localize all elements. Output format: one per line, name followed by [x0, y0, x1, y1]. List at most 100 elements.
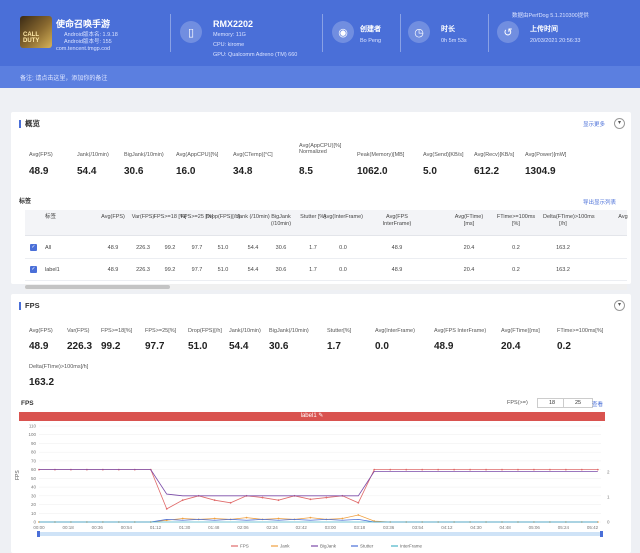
table-header-cell: Avg — [618, 214, 628, 220]
fps-metric-value: 99.2 — [101, 341, 121, 352]
device-cpu: CPU: kirome — [213, 42, 245, 48]
fps-metric-value: 20.4 — [501, 341, 521, 352]
metric-label: Peak(Memory)[MB] — [357, 152, 405, 158]
header-divider — [400, 14, 401, 52]
table-header-cell: Drop(FPS)[/h] — [206, 214, 240, 220]
x-tick-label: 01:30 — [179, 525, 191, 530]
phone-icon: ▯ — [180, 21, 202, 43]
data-point — [229, 501, 232, 504]
table-cell: 54.4 — [247, 245, 259, 251]
collapse-fps-button[interactable]: ▾ — [614, 300, 625, 311]
data-point — [261, 496, 264, 499]
table-header: 标签 Avg(FPS) Var(FPS) FPS>=18 [%] FPS>=25 [%]… — [25, 210, 628, 236]
metric-value: 1304.9 — [525, 166, 556, 177]
x-tick-label: 00:54 — [121, 525, 133, 530]
collapse-overview-button[interactable]: ▾ — [614, 118, 625, 129]
metric-label: Avg(Power)[mW] — [525, 152, 567, 158]
data-point — [277, 517, 280, 520]
fps-metric-value: 30.6 — [269, 341, 289, 352]
y-tick-label: 110 — [29, 424, 37, 429]
table-cell: 20.4 — [463, 245, 475, 251]
fps-title: FPS — [19, 302, 40, 310]
note-bar[interactable]: 备注: 请点击这里，添加你的备注 — [0, 66, 640, 88]
device-gpu: GPU: Qualcomm Adreno (TM) 660 — [213, 52, 298, 58]
table-cell: 51.0 — [217, 245, 229, 251]
data-point — [421, 468, 424, 471]
data-point — [165, 508, 168, 510]
header-divider — [322, 14, 323, 52]
table-header-cell: BigJank (/10min) — [270, 214, 292, 227]
user-icon: ◉ — [332, 21, 354, 43]
scrollbar-thumb[interactable] — [25, 285, 170, 289]
table-cell: 97.7 — [191, 267, 203, 273]
fps-chart[interactable]: 0 10 20 30 40 50 60 70 80 90 100 110 0 1 2 FPS 00:00 00:1… — [11, 422, 631, 552]
metric-label: Avg(AppCPU)[%] Normalized — [299, 143, 342, 155]
y-tick-label: 80 — [31, 450, 37, 455]
fps-metric-value: 54.4 — [229, 341, 249, 352]
row-checkbox[interactable]: ✓ — [30, 244, 37, 251]
table-row[interactable]: ✓ label1 48.9 226.3 99.2 97.7 51.0 54.4 30.6 1.7 0… — [25, 259, 627, 281]
clock-icon: ◷ — [408, 21, 430, 43]
app-icon: CALL DUTY — [20, 16, 52, 48]
table-cell: 1.7 — [309, 245, 317, 251]
x-tick-label: 02:24 — [266, 525, 278, 530]
table-cell: 20.4 — [463, 267, 475, 273]
fps-metric-value: 48.9 — [29, 341, 49, 352]
note-text[interactable]: 备注: 请点击这里，添加你的备注 — [20, 76, 108, 82]
label-bar[interactable]: label1 ✎ — [19, 412, 605, 421]
series-line-jank[interactable] — [39, 514, 598, 523]
x-tick-label: 05:42 — [587, 525, 599, 530]
apply-filter-link[interactable]: 查看 — [592, 402, 604, 408]
table-header-cell: Avg(FPS InterFrame) — [382, 214, 412, 227]
legend-label[interactable]: Jank — [280, 544, 290, 549]
android-version-code: Android版本号: 155 — [64, 39, 112, 45]
table-cell: 48.9 — [391, 267, 403, 273]
fps-metric-label: Avg(InterFrame) — [375, 328, 415, 334]
x-tick-label: 00:36 — [92, 525, 104, 530]
label-section-title: 标签 — [19, 199, 32, 205]
fps-high-input[interactable]: 25 — [563, 398, 593, 408]
x-tick-label: 05:24 — [558, 525, 570, 530]
table-header-cell: FTime>=100ms [%] — [496, 214, 536, 227]
fps-metric-value: 97.7 — [145, 341, 165, 352]
fps-metric-value: 0.2 — [557, 341, 571, 352]
export-table-link[interactable]: 导出显示列表 — [583, 200, 617, 206]
data-point — [309, 498, 312, 501]
data-point — [549, 468, 551, 471]
header-top: CALL DUTY 使命召唤手游 Android版本名: 1.9.18 Andr… — [0, 0, 640, 66]
header-divider — [170, 14, 171, 52]
range-slider-right-handle[interactable] — [600, 531, 603, 537]
y2-tick-label: 0 — [607, 520, 610, 525]
range-slider-left-handle[interactable] — [37, 531, 40, 537]
table-cell: 163.2 — [556, 245, 570, 251]
row-checkbox[interactable]: ✓ — [30, 266, 37, 273]
fps-metric-label: Avg(FPS) — [29, 328, 53, 334]
x-tick-label: 00:00 — [33, 525, 45, 530]
data-point — [453, 468, 456, 471]
data-point — [213, 517, 216, 520]
range-slider-track[interactable] — [39, 532, 601, 536]
legend-label[interactable]: FPS — [240, 544, 249, 549]
table-cell: 0.2 — [512, 245, 520, 251]
legend-label[interactable]: InterFrame — [400, 544, 423, 549]
show-more-link[interactable]: 显示更多 — [583, 122, 606, 128]
metric-value: 48.9 — [29, 166, 49, 177]
legend-label[interactable]: BigJank — [320, 544, 337, 549]
label-bar-text: label1 — [300, 413, 317, 419]
data-point — [277, 499, 280, 502]
table-horizontal-scrollbar[interactable] — [25, 284, 627, 290]
table-row[interactable]: ✓ All 48.9 226.3 99.2 97.7 51.0 54.4 30.6 1.7 0.0 4… — [25, 237, 627, 259]
data-point — [485, 468, 487, 471]
series-line-bigjank[interactable] — [39, 469, 598, 497]
table-cell: 163.2 — [556, 267, 570, 273]
legend-label[interactable]: Stutter — [360, 544, 374, 549]
metric-label: Avg(Recv)[KB/s] — [474, 152, 515, 158]
table-header-cell: Jank (/10min) — [236, 214, 270, 220]
history-icon: ↺ — [497, 21, 519, 43]
metric-value: 16.0 — [176, 166, 196, 177]
fps-metric-label: BigJank(/10min) — [269, 328, 309, 334]
fps-metric-label: FPS>=18[%] — [101, 328, 133, 334]
data-point — [501, 468, 503, 471]
series-line-fps[interactable] — [39, 469, 598, 510]
table-header-cell: Avg(FPS) — [101, 214, 125, 220]
